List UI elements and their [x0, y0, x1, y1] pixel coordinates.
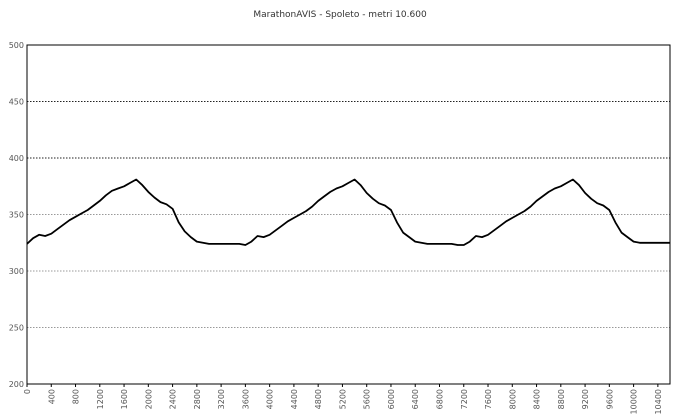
x-tick-label: 6000 — [387, 389, 396, 409]
x-tick-label: 9600 — [605, 389, 614, 409]
x-tick-label: 6400 — [411, 389, 420, 409]
x-tick-label: 4400 — [290, 389, 299, 409]
x-tick-label: 8000 — [508, 389, 517, 409]
x-tick-label: 9200 — [581, 389, 590, 409]
x-tick-label: 7200 — [460, 389, 469, 409]
x-tick-label: 3200 — [217, 389, 226, 409]
x-tick-label: 1600 — [120, 389, 129, 409]
x-tick-label: 6800 — [435, 389, 444, 409]
x-tick-label: 5200 — [338, 389, 347, 409]
y-tick-label: 500 — [9, 41, 24, 50]
x-tick-label: 2800 — [193, 389, 202, 409]
x-tick-label: 10400 — [654, 389, 663, 414]
gridlines — [27, 101, 670, 328]
x-tick-label: 10000 — [630, 389, 639, 414]
y-tick-label: 300 — [9, 267, 24, 276]
x-tick-label: 2000 — [144, 389, 153, 409]
x-tick-label: 8400 — [533, 389, 542, 409]
elevation-line — [26, 178, 670, 246]
x-tick-label: 3600 — [241, 389, 250, 409]
y-axis-ticks: 200 250 300 350 400 450 500 — [9, 41, 24, 389]
y-tick-label: 450 — [9, 98, 24, 107]
x-tick-label: 4000 — [266, 389, 275, 409]
y-tick-label: 350 — [9, 211, 24, 220]
y-tick-label: 250 — [9, 324, 24, 333]
x-tick-label: 800 — [72, 389, 81, 404]
plot-frame — [26, 44, 671, 385]
x-tick-label: 5600 — [363, 389, 372, 409]
x-tick-label: 7600 — [484, 389, 493, 409]
x-tick-label: 0 — [23, 389, 32, 394]
x-tick-label: 1200 — [96, 389, 105, 409]
x-tick-label: 4800 — [314, 389, 323, 409]
x-tick-label: 2400 — [169, 389, 178, 409]
x-tick-label: 8800 — [557, 389, 566, 409]
x-tick-label: 400 — [47, 389, 56, 404]
y-tick-label: 200 — [9, 380, 24, 389]
chart-title: MarathonAVIS - Spoleto - metri 10.600 — [253, 10, 427, 20]
y-tick-label: 400 — [9, 154, 24, 163]
x-axis-ticks: 0 400 800 1200 1600 2000 2400 2800 3200 3600 4000 4… — [23, 384, 663, 414]
